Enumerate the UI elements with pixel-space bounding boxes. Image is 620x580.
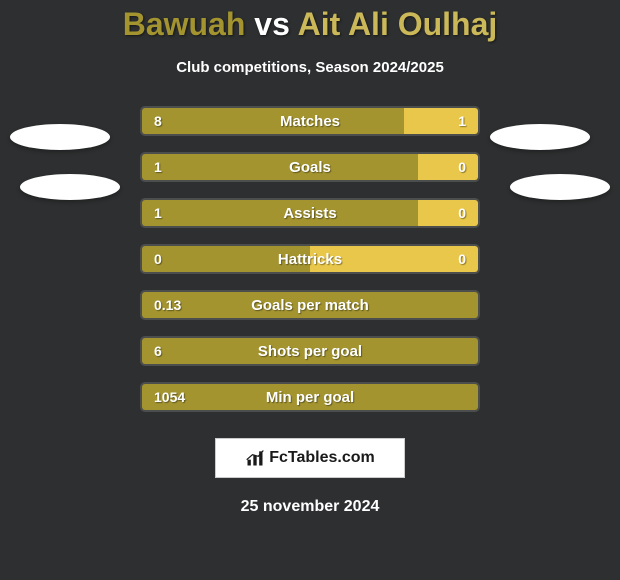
stat-row: 00Hattricks xyxy=(0,238,620,284)
stat-row: 6Shots per goal xyxy=(0,330,620,376)
stat-bar: 81Matches xyxy=(140,106,480,136)
stat-label: Goals per match xyxy=(142,292,478,318)
comparison-title: Bawuah vs Ait Ali Oulhaj xyxy=(0,0,620,43)
stat-row: 10Goals xyxy=(0,146,620,192)
stat-bar: 00Hattricks xyxy=(140,244,480,274)
stat-row: 10Assists xyxy=(0,192,620,238)
stat-label: Goals xyxy=(142,154,478,180)
stat-row: 81Matches xyxy=(0,100,620,146)
bar-chart-icon xyxy=(245,448,265,468)
stat-bar: 1054Min per goal xyxy=(140,382,480,412)
brand-box: FcTables.com xyxy=(215,438,405,478)
stat-label: Hattricks xyxy=(142,246,478,272)
stat-row: 0.13Goals per match xyxy=(0,284,620,330)
stat-label: Assists xyxy=(142,200,478,226)
player2-name: Ait Ali Oulhaj xyxy=(298,6,498,42)
stat-row: 1054Min per goal xyxy=(0,376,620,422)
stat-label: Shots per goal xyxy=(142,338,478,364)
stat-bar: 10Goals xyxy=(140,152,480,182)
stat-rows: 81Matches 10Goals 10Assists 00Hattricks 0.13… xyxy=(0,100,620,422)
date-text: 25 november 2024 xyxy=(0,498,620,516)
player1-name: Bawuah xyxy=(123,6,246,42)
vs-text: vs xyxy=(254,6,290,42)
brand-text: FcTables.com xyxy=(269,449,375,467)
stat-bar: 6Shots per goal xyxy=(140,336,480,366)
stat-label: Min per goal xyxy=(142,384,478,410)
stat-bar: 0.13Goals per match xyxy=(140,290,480,320)
stat-bar: 10Assists xyxy=(140,198,480,228)
stat-label: Matches xyxy=(142,108,478,134)
subtitle: Club competitions, Season 2024/2025 xyxy=(0,59,620,76)
